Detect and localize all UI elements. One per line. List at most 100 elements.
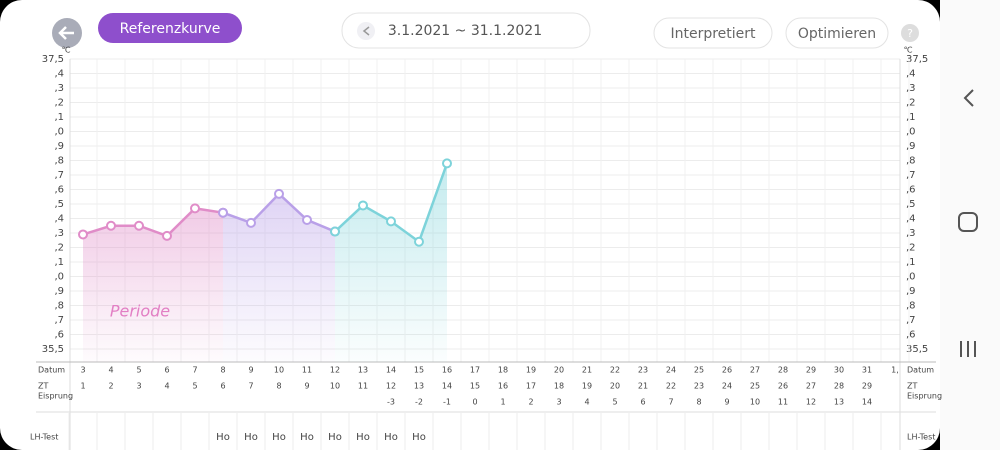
date-range: 3.1.2021 ~ 31.1.2021 bbox=[388, 23, 542, 39]
y-tick-label-right: ,5 bbox=[906, 199, 916, 210]
x-tick-label: 4 bbox=[108, 366, 113, 375]
y-tick-label: ,3 bbox=[54, 228, 64, 239]
y-tick-label-right: ,1 bbox=[906, 112, 916, 123]
row-value: 24 bbox=[722, 382, 732, 391]
x-tick-label: 27 bbox=[750, 366, 760, 375]
date-prev-arrow bbox=[362, 26, 370, 36]
y-tick-label: ,9 bbox=[54, 141, 64, 152]
nav-recent[interactable] bbox=[960, 341, 976, 357]
reference-button[interactable] bbox=[98, 13, 242, 43]
point bbox=[218, 207, 228, 218]
x-tick-label: 28 bbox=[778, 366, 788, 375]
y-tick-label-right: 37,5 bbox=[906, 54, 928, 65]
row-value: 2 bbox=[108, 382, 113, 391]
help-label: ? bbox=[907, 27, 913, 40]
x-tick-label: 6 bbox=[164, 366, 169, 375]
row-value: 7 bbox=[668, 398, 673, 407]
row-value: 27 bbox=[806, 382, 816, 391]
point bbox=[414, 236, 424, 247]
row-value: 29 bbox=[862, 382, 872, 391]
row-value: 4 bbox=[164, 382, 169, 391]
y-tick-label: ,1 bbox=[54, 112, 64, 123]
optimize-button[interactable] bbox=[785, 17, 889, 49]
x-tick-label: 21 bbox=[582, 366, 592, 375]
row-value: 10 bbox=[330, 382, 340, 391]
x-tick-label: 15 bbox=[414, 366, 424, 375]
y-tick-label-right: ,2 bbox=[906, 243, 916, 254]
x-tick-label: 17 bbox=[470, 366, 480, 375]
y-tick-label-right: ,6 bbox=[906, 185, 916, 196]
area bbox=[223, 193, 335, 362]
y-tick-label-right: ,3 bbox=[906, 228, 916, 239]
row-value: 13 bbox=[834, 398, 844, 407]
row-value: 2 bbox=[528, 398, 533, 407]
y-tick-label-right: ,9 bbox=[906, 286, 916, 297]
x-tick-label: 7 bbox=[192, 366, 197, 375]
y-tick-label-right: ,0 bbox=[906, 272, 916, 283]
row-value: 26 bbox=[778, 382, 788, 391]
row-label-right: Datum bbox=[907, 366, 934, 375]
row-value: 15 bbox=[470, 382, 480, 391]
x-tick-label: 16 bbox=[442, 366, 452, 375]
row-value: 25 bbox=[750, 382, 760, 391]
x-tick-label: 26 bbox=[722, 366, 732, 375]
row-value: 14 bbox=[862, 398, 872, 407]
row-value: Ho bbox=[412, 432, 426, 443]
row-value: 0 bbox=[472, 398, 477, 407]
row-value: Ho bbox=[356, 432, 370, 443]
row-value: 20 bbox=[610, 382, 620, 391]
y-tick-label: ,3 bbox=[54, 83, 64, 94]
row-value: -3 bbox=[387, 398, 395, 407]
row-value: 5 bbox=[192, 382, 197, 391]
area bbox=[335, 163, 447, 362]
row-value: 8 bbox=[696, 398, 701, 407]
row-value: 28 bbox=[834, 382, 844, 391]
y-tick-label: 37,5 bbox=[42, 54, 64, 65]
y-tick-label-right: 35,5 bbox=[906, 344, 928, 355]
x-tick-label: 30 bbox=[834, 366, 844, 375]
area bbox=[83, 208, 223, 362]
point bbox=[134, 220, 144, 231]
y-tick-label-right: ,4 bbox=[906, 214, 916, 225]
point bbox=[106, 220, 116, 231]
y-tick-label: 35,5 bbox=[42, 344, 64, 355]
date-picker[interactable] bbox=[341, 12, 591, 49]
row-value: Ho bbox=[216, 432, 230, 443]
row-value: Ho bbox=[328, 432, 342, 443]
row-label: Datum bbox=[38, 366, 65, 375]
x-tick-label: 31 bbox=[862, 366, 872, 375]
help-button[interactable] bbox=[901, 24, 919, 42]
point bbox=[442, 158, 452, 169]
optimize-label: Optimieren bbox=[798, 26, 876, 42]
y-tick-label-right: ,8 bbox=[906, 156, 916, 167]
x-tick-label: 29 bbox=[806, 366, 816, 375]
row-value: 14 bbox=[442, 382, 452, 391]
point bbox=[78, 229, 88, 240]
row-value: 16 bbox=[498, 382, 508, 391]
row-label: LH-Test bbox=[30, 433, 58, 442]
row-value: 7 bbox=[248, 382, 253, 391]
y-tick-label-right: ,8 bbox=[906, 301, 916, 312]
y-tick-label-right: ,6 bbox=[906, 330, 916, 341]
row-label-right: ZT bbox=[907, 382, 917, 391]
row-value: 1 bbox=[80, 382, 85, 391]
interpreted-button[interactable] bbox=[653, 17, 773, 49]
row-value: 6 bbox=[220, 382, 225, 391]
row-value: 22 bbox=[666, 382, 676, 391]
nav-home[interactable] bbox=[958, 212, 978, 232]
nav-back[interactable] bbox=[963, 89, 974, 107]
x-tick-label: 24 bbox=[666, 366, 676, 375]
x-tick-label: 5 bbox=[136, 366, 141, 375]
y-tick-label: ,7 bbox=[54, 170, 64, 181]
y-tick-label-right: ,1 bbox=[906, 257, 916, 268]
y-tick-label: ,9 bbox=[54, 286, 64, 297]
x-tick-label: 1, bbox=[891, 366, 899, 375]
row-label-right: LH-Test bbox=[907, 433, 935, 442]
row-label: Eisprung bbox=[38, 392, 73, 401]
y-tick-label-right: ,7 bbox=[906, 170, 916, 181]
row-value: 8 bbox=[276, 382, 281, 391]
row-value: 5 bbox=[612, 398, 617, 407]
date-prev[interactable] bbox=[357, 22, 375, 40]
row-value: Ho bbox=[300, 432, 314, 443]
